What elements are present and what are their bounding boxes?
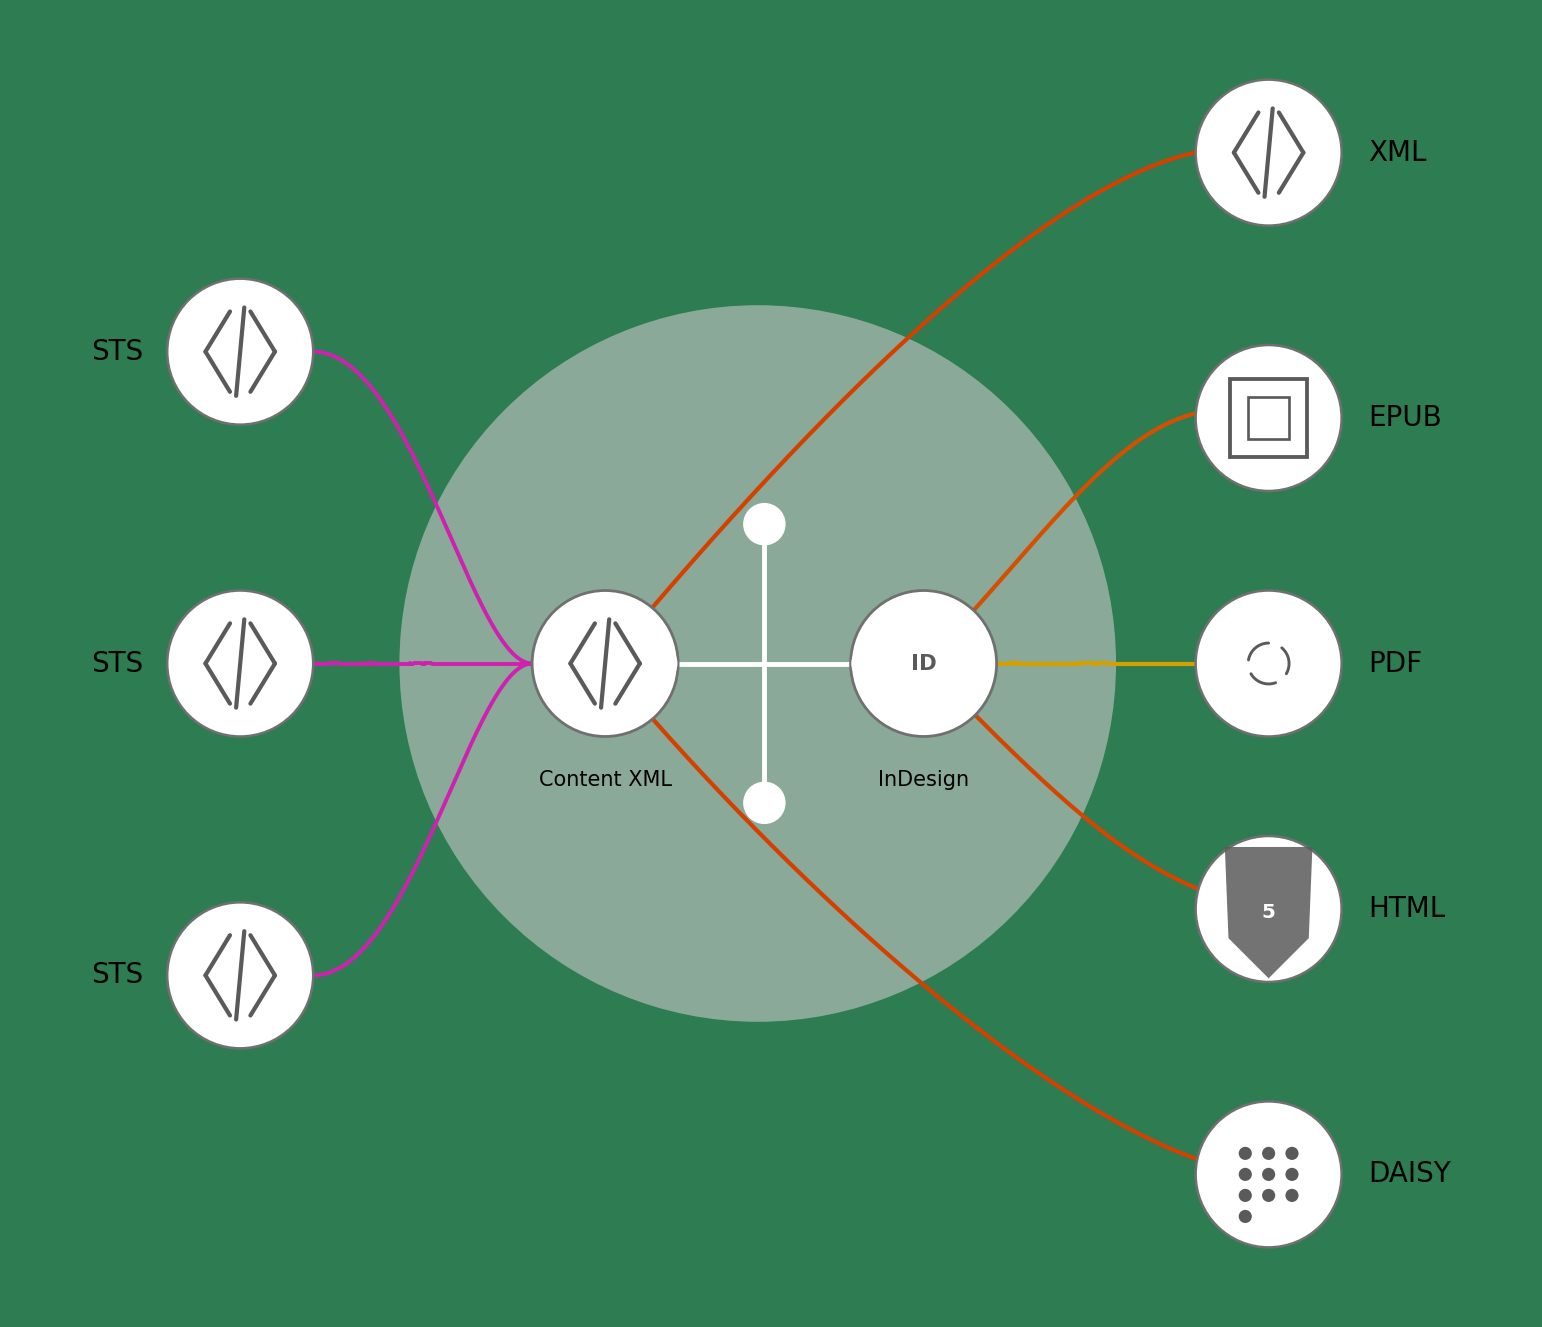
Circle shape [1286, 1168, 1298, 1181]
Circle shape [1286, 1189, 1298, 1202]
Circle shape [1286, 1147, 1298, 1160]
Circle shape [167, 902, 313, 1048]
Circle shape [1261, 1189, 1275, 1202]
Circle shape [851, 642, 894, 685]
Circle shape [1195, 345, 1342, 491]
Text: InDesign: InDesign [877, 770, 970, 790]
Circle shape [399, 305, 1116, 1022]
Text: EPUB: EPUB [1368, 403, 1442, 433]
Circle shape [1238, 1210, 1252, 1223]
Text: DAISY: DAISY [1368, 1160, 1451, 1189]
Text: STS: STS [91, 961, 143, 990]
Circle shape [1261, 1168, 1275, 1181]
Circle shape [1238, 1189, 1252, 1202]
Text: Content XML: Content XML [538, 770, 672, 790]
Circle shape [1238, 1168, 1252, 1181]
Text: ID: ID [911, 653, 936, 674]
Circle shape [1195, 1101, 1342, 1247]
Text: 5: 5 [1261, 904, 1275, 922]
Circle shape [167, 591, 313, 736]
Circle shape [532, 591, 678, 736]
Circle shape [1261, 1147, 1275, 1160]
Text: STS: STS [91, 337, 143, 366]
Polygon shape [1224, 847, 1312, 978]
Circle shape [1195, 836, 1342, 982]
Text: HTML: HTML [1368, 894, 1445, 924]
Circle shape [743, 503, 785, 545]
Circle shape [1195, 80, 1342, 226]
Text: PDF: PDF [1368, 649, 1422, 678]
Circle shape [635, 642, 677, 685]
Circle shape [1195, 591, 1342, 736]
Text: STS: STS [91, 649, 143, 678]
Circle shape [851, 591, 996, 736]
Circle shape [1238, 1147, 1252, 1160]
Circle shape [743, 782, 785, 824]
Circle shape [167, 279, 313, 425]
Text: XML: XML [1368, 138, 1426, 167]
